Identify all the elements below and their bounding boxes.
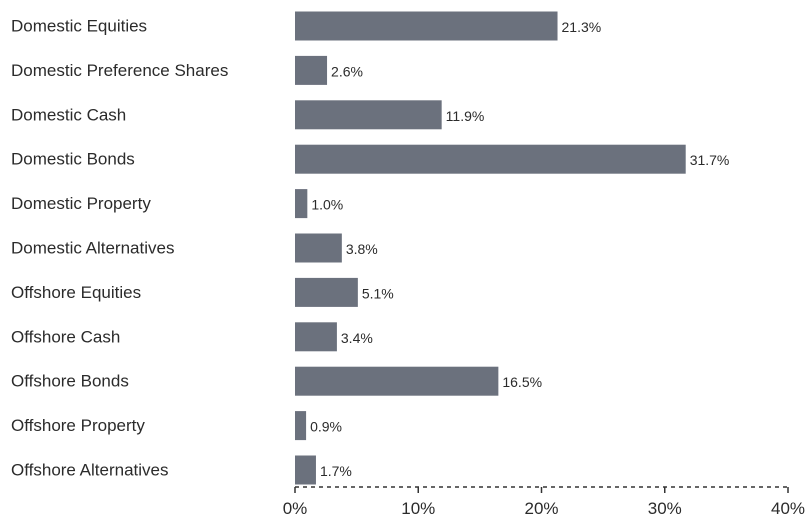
x-tick-label-30: 30%: [648, 499, 682, 518]
bar-domestic-bonds: [295, 144, 686, 174]
value-label-domestic-property: 1.0%: [311, 197, 343, 213]
bar-domestic-alternatives: [295, 233, 342, 263]
category-label-domestic-bonds: Domestic Bonds: [11, 150, 135, 169]
value-label-offshore-alternatives: 1.7%: [320, 463, 352, 479]
bar-offshore-cash: [295, 322, 337, 352]
category-label-offshore-alternatives: Offshore Alternatives: [11, 461, 169, 480]
value-label-domestic-cash: 11.9%: [446, 108, 485, 124]
value-label-domestic-preference-shares: 2.6%: [331, 63, 363, 79]
x-tick-label-10: 10%: [401, 499, 435, 518]
bar-offshore-property: [295, 411, 307, 441]
bar-offshore-alternatives: [295, 455, 316, 485]
bar-offshore-equities: [295, 277, 358, 307]
category-label-domestic-alternatives: Domestic Alternatives: [11, 239, 174, 258]
bar-domestic-preference-shares: [295, 55, 328, 85]
value-label-domestic-alternatives: 3.8%: [346, 241, 378, 257]
category-label-domestic-preference-shares: Domestic Preference Shares: [11, 61, 228, 80]
category-label-offshore-equities: Offshore Equities: [11, 283, 141, 302]
category-label-offshore-cash: Offshore Cash: [11, 327, 120, 346]
value-label-domestic-bonds: 31.7%: [690, 152, 730, 168]
category-label-offshore-bonds: Offshore Bonds: [11, 372, 129, 391]
x-tick-label-0: 0%: [283, 499, 308, 518]
bar-offshore-bonds: [295, 366, 499, 396]
bar-domestic-property: [295, 189, 308, 219]
x-tick-label-40: 40%: [771, 499, 805, 518]
x-axis: 0% 10% 20% 30% 40%: [283, 486, 805, 518]
value-label-offshore-equities: 5.1%: [362, 285, 394, 301]
category-label-offshore-property: Offshore Property: [11, 416, 145, 435]
category-label-domestic-property: Domestic Property: [11, 194, 151, 213]
bar-domestic-equities: [295, 11, 558, 41]
category-label-domestic-equities: Domestic Equities: [11, 17, 147, 36]
bars-group: Domestic Equities 21.3% Domestic Preferenc…: [11, 11, 730, 485]
value-label-offshore-cash: 3.4%: [341, 330, 373, 346]
value-label-offshore-bonds: 16.5%: [502, 374, 542, 390]
value-label-domestic-equities: 21.3%: [562, 19, 602, 35]
bar-domestic-cash: [295, 100, 442, 130]
category-label-domestic-cash: Domestic Cash: [11, 105, 126, 124]
x-tick-label-20: 20%: [524, 499, 558, 518]
value-label-offshore-property: 0.9%: [310, 419, 342, 435]
